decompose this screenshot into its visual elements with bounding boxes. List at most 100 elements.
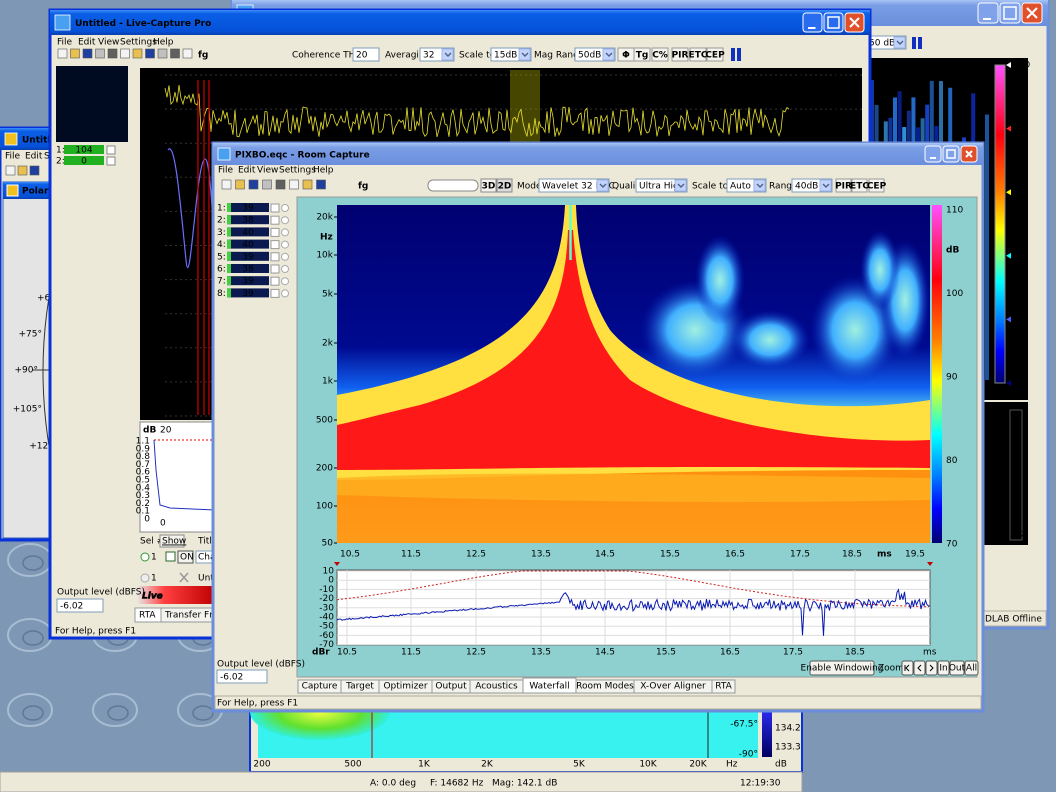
menu-item[interactable]: View [98,38,119,48]
radio-button[interactable] [140,573,150,583]
toolbar-icon[interactable] [235,179,245,190]
toolbar-button[interactable]: fg [358,182,368,192]
toolbar-icon[interactable] [57,48,68,59]
tab-label[interactable]: Transfer Fn [164,611,215,621]
toolbar-icon[interactable] [289,179,299,190]
menu-item[interactable]: Edit [78,38,96,48]
toolbar-icon[interactable] [5,165,16,176]
toolbar-button[interactable] [835,178,852,193]
window-minimize-button[interactable] [924,145,942,163]
button[interactable] [809,660,875,676]
menu-item[interactable]: S [44,152,50,162]
toolbar-button[interactable] [480,178,497,193]
delete-icon[interactable] [179,572,189,583]
dropdown-button[interactable] [596,179,609,192]
button-label[interactable]: In [939,664,947,674]
dropdown-button[interactable] [602,48,615,61]
spin-box[interactable] [216,669,268,684]
radio-button[interactable] [281,204,289,212]
radio-button[interactable] [281,228,289,237]
checkbox[interactable] [106,145,116,155]
tab-label[interactable]: X-Over Aligner [640,682,706,692]
dropdown-button[interactable] [441,48,454,61]
button-label[interactable]: Show [162,537,186,547]
combo-box[interactable] [635,178,688,193]
tab-label[interactable]: Optimizer [383,682,427,692]
spin-box[interactable] [352,47,380,62]
tab-label[interactable]: RTA [715,682,732,692]
checkbox[interactable] [165,551,176,562]
zoom-button[interactable] [901,660,914,676]
button-label[interactable]: All [966,664,977,674]
toolbar-icon[interactable] [145,48,155,59]
menu-item[interactable]: Help [153,38,174,48]
dropdown-button[interactable] [819,179,832,192]
radio-button[interactable] [281,216,289,225]
toolbar-icon[interactable] [29,165,40,176]
toolbar-button[interactable] [689,47,707,62]
checkbox[interactable] [106,156,116,166]
menu-item[interactable]: File [218,166,234,176]
checkbox[interactable] [270,252,280,262]
toolbar-icon[interactable] [248,179,259,190]
tab-label[interactable]: Target [345,682,374,692]
dropdown-button[interactable] [518,48,531,61]
menu-item[interactable]: Settings [120,38,157,48]
radio-button[interactable] [140,552,150,562]
dropdown-button[interactable] [893,36,906,49]
toolbar-button[interactable]: fg [198,51,208,61]
window-minimize-button[interactable] [802,12,823,33]
radio-button[interactable] [281,240,289,249]
checkbox[interactable] [270,264,280,274]
zoom-button[interactable] [937,660,950,676]
dropdown-button[interactable] [753,179,766,192]
zoom-button[interactable] [949,660,965,676]
radio-button[interactable] [281,277,289,286]
tab-label[interactable]: Acoustics [475,682,518,692]
toolbar-icon[interactable] [182,48,193,59]
tab[interactable] [711,679,736,694]
toolbar-icon[interactable] [17,165,28,176]
toolbar-icon[interactable] [95,48,105,59]
checkbox[interactable] [270,203,280,213]
button-label[interactable]: Out [949,664,966,674]
tab-label[interactable]: RTA [139,611,156,621]
dropdown-button[interactable] [674,179,687,192]
toolbar-button[interactable] [851,178,868,193]
radio-button[interactable] [281,265,289,273]
button[interactable] [159,534,185,548]
toolbar-icon[interactable] [262,179,272,190]
zoom-button[interactable] [913,660,926,676]
checkbox[interactable] [270,215,280,225]
toolbar-icon[interactable] [120,48,130,59]
checkbox[interactable] [270,288,280,298]
menu-item[interactable]: Settings [279,166,316,176]
window-maximize-button[interactable] [823,12,844,33]
toolbar-button[interactable] [671,47,689,62]
radio-button[interactable] [281,252,289,261]
menu-item[interactable]: File [57,38,73,48]
zoom-button[interactable] [925,660,938,676]
toolbar-icon[interactable] [170,48,180,59]
combo-box[interactable] [538,178,610,193]
toolbar-button[interactable] [651,47,669,62]
window-maximize-button[interactable] [942,145,960,163]
toolbar-icon[interactable] [107,48,118,59]
toolbar-button[interactable] [633,47,651,62]
spin-box[interactable] [56,598,104,613]
tab-label[interactable]: Capture [302,682,338,692]
toolbar-button[interactable] [706,47,724,62]
toolbar-icon[interactable] [316,179,326,190]
toolbar-icon[interactable] [275,179,286,190]
toolbar-icon[interactable] [221,179,232,190]
toolbar-icon[interactable] [157,48,168,59]
checkbox[interactable] [270,227,280,237]
menu-item[interactable]: Edit [238,166,256,176]
button[interactable] [177,550,194,564]
menu-item[interactable]: File [5,152,21,162]
tab-label[interactable]: Output [435,682,467,692]
checkbox[interactable] [270,276,280,286]
toolbar-icon[interactable] [82,48,93,59]
radio-button[interactable] [281,289,289,298]
menu-item[interactable]: View [257,166,278,176]
